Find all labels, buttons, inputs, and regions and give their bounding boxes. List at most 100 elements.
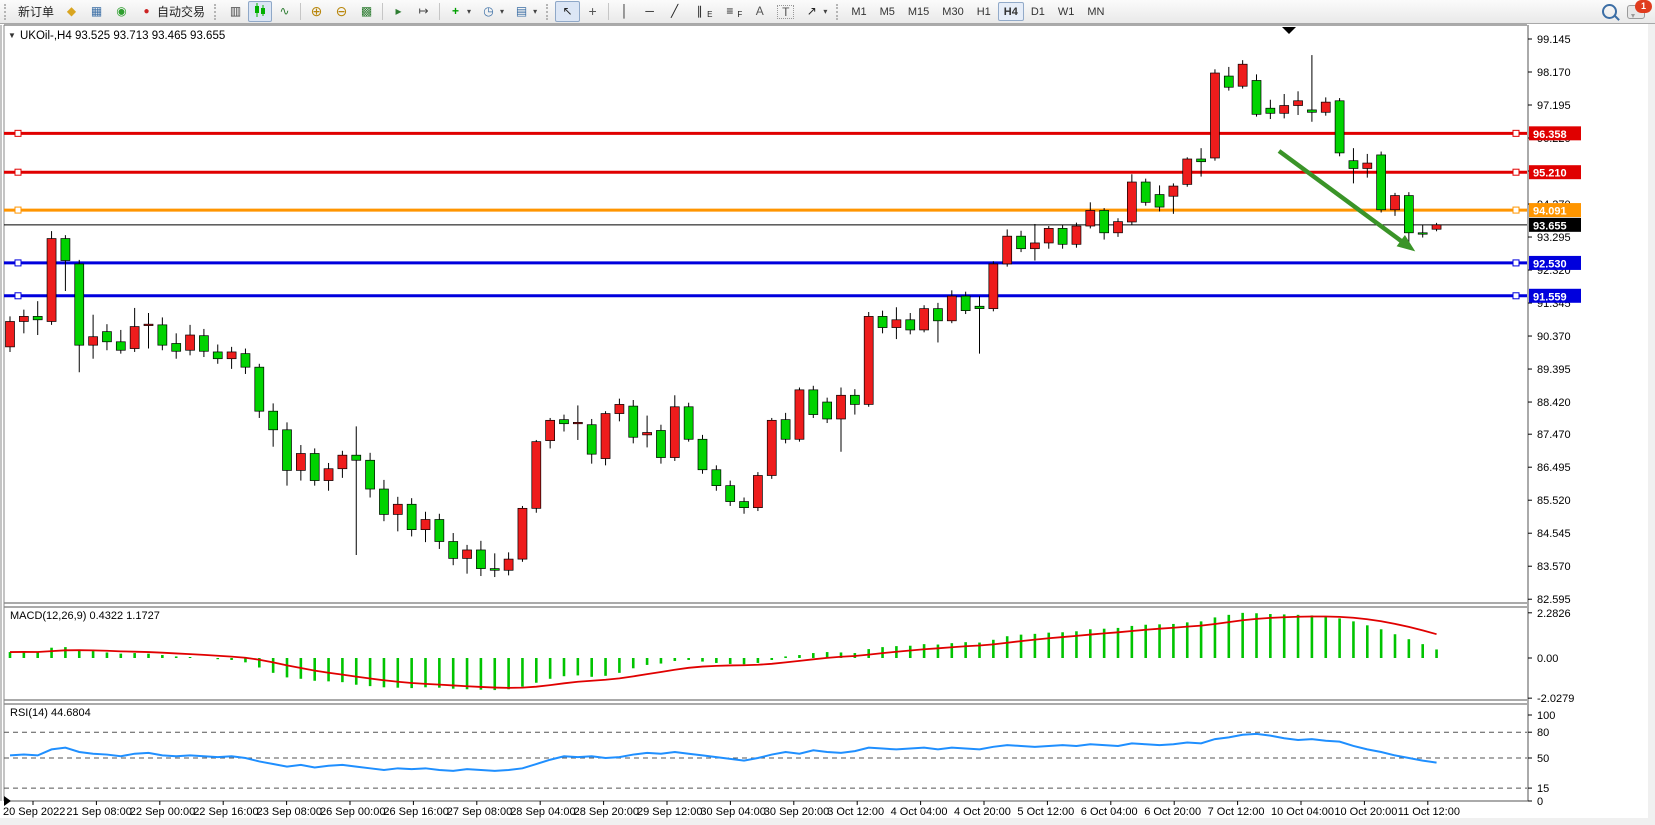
indicators-button[interactable]: + ▾	[443, 1, 476, 22]
hline-handle[interactable]	[14, 292, 22, 300]
trend-arrow-line[interactable]	[1277, 149, 1410, 248]
crosshair-tool-button[interactable]: +	[580, 1, 605, 22]
candle-body	[365, 459, 375, 490]
macd-signal-line	[9, 615, 1437, 689]
tile-windows-button[interactable]: ▩	[354, 1, 379, 22]
new-order-button[interactable]: 新订单	[18, 5, 55, 19]
hline-handle[interactable]	[1512, 168, 1520, 176]
cursor-tool-button[interactable]: ↖	[555, 1, 581, 22]
line-chart-type-button[interactable]: ∿	[272, 1, 297, 22]
candlestick-chart-type-button[interactable]	[248, 1, 273, 22]
timeframe-group: M1 M5 M15 M30 H1 H4 D1 W1 MN	[845, 2, 1110, 21]
rsi-axis-label: 15	[1537, 783, 1549, 795]
timeframe-m30-button[interactable]: M30	[942, 5, 964, 18]
hline-handle[interactable]	[14, 206, 22, 214]
candle-body	[974, 305, 985, 309]
auto-scroll-button[interactable]: ▸	[386, 1, 411, 22]
auto-trading-button[interactable]: ● 自动交易	[134, 1, 210, 22]
new-order-icon-button[interactable]: ◆	[59, 1, 84, 22]
time-tick-label: 22 Sep 16:00	[193, 806, 258, 818]
candle-body	[1043, 228, 1054, 244]
candle-body	[863, 316, 874, 405]
candle-body	[988, 263, 999, 309]
toolbar-grip[interactable]	[214, 3, 220, 20]
horizontal-line-tool-button[interactable]: ─	[637, 1, 662, 22]
trendline-tool-button[interactable]: ╱	[662, 1, 687, 22]
timeframe-h4-button[interactable]: H4	[997, 2, 1024, 21]
chart-shift-button[interactable]: ↦	[411, 1, 436, 22]
new-order-icon: ◆	[66, 4, 77, 18]
arrows-tool-button[interactable]: ↗ ▾	[799, 1, 832, 22]
hline-handle[interactable]	[14, 129, 22, 137]
timeframe-mn-button[interactable]: MN	[1087, 5, 1105, 18]
label-tool-button[interactable]: T	[772, 1, 799, 22]
time-tick-label: 10 Oct 20:00	[1334, 806, 1397, 818]
chevron-down-icon: ▾	[467, 7, 472, 16]
chevron-down-icon: ▾	[823, 7, 828, 16]
candle-body	[683, 406, 694, 440]
candle-body	[1223, 75, 1234, 88]
candle-body	[614, 404, 625, 414]
chart-canvas[interactable]: 99.14598.17097.19596.22095.24594.27093.2…	[0, 23, 1655, 825]
timeframe-d1-button[interactable]: D1	[1030, 5, 1045, 18]
price-badge-96.358	[1529, 126, 1581, 141]
periods-button[interactable]: ◷ ▾	[476, 1, 509, 22]
vertical-line-tool-button[interactable]: │	[612, 1, 637, 22]
candles	[5, 55, 1442, 578]
candle-body	[462, 549, 472, 559]
template-icon: ▤	[515, 4, 528, 18]
hline-handle[interactable]	[1512, 206, 1520, 214]
fibonacci-tool-button[interactable]: ≡ F	[717, 1, 747, 22]
trend-arrow-head[interactable]	[1396, 235, 1416, 252]
price-tick-label: 82.595	[1537, 594, 1571, 606]
bar-chart-type-button[interactable]: ▥	[223, 1, 248, 22]
templates-button[interactable]: ▤ ▾	[509, 1, 542, 22]
timeframe-w1-button[interactable]: W1	[1057, 5, 1075, 18]
candle-body	[1265, 107, 1276, 114]
label-tool-icon: T	[777, 4, 795, 19]
zoom-out-button[interactable]: ⊖	[329, 1, 354, 22]
text-tool-button[interactable]: A	[747, 1, 772, 22]
chart-collapse-icon[interactable]: ▼	[8, 31, 16, 40]
candle-body	[919, 308, 929, 331]
timeframe-m1-button[interactable]: M1	[851, 5, 867, 18]
search-icon[interactable]	[1602, 4, 1617, 19]
candle-body	[586, 424, 597, 455]
time-tick-label: 10 Oct 04:00	[1271, 806, 1334, 818]
channel-tool-button[interactable]: ∥ E	[687, 1, 717, 22]
chart-window-icon: ▦	[90, 4, 103, 18]
signals-button[interactable]: ◉	[109, 1, 134, 22]
hline-handle[interactable]	[1512, 129, 1520, 137]
candle-body	[960, 295, 971, 311]
timeframe-h1-button[interactable]: H1	[976, 5, 991, 18]
candle-body	[1376, 154, 1387, 211]
price-badge-label: 95.210	[1533, 168, 1567, 180]
hline-handle[interactable]	[1512, 292, 1520, 300]
macd-axis-label: 0.00	[1537, 653, 1558, 665]
candle-body	[102, 331, 112, 343]
price-axis[interactable]: 99.14598.17097.19596.22095.24594.27093.2…	[1528, 34, 1581, 606]
candle-body	[1071, 225, 1082, 245]
toolbar-grip[interactable]	[836, 3, 842, 20]
timeframe-m15-button[interactable]: M15	[907, 5, 930, 18]
hline-handle[interactable]	[14, 259, 22, 267]
candle-body	[711, 469, 722, 487]
chart-window-button[interactable]: ▦	[84, 1, 109, 22]
hline-handle[interactable]	[14, 168, 22, 176]
price-badge-label: 91.559	[1533, 291, 1567, 303]
candle-body	[240, 353, 251, 368]
hline-handle[interactable]	[1512, 259, 1520, 267]
vline-icon: │	[620, 4, 629, 18]
notifications-icon[interactable]: 1	[1627, 0, 1652, 19]
rsi-axis-label: 80	[1537, 727, 1549, 739]
timeframe-m5-button[interactable]: M5	[879, 5, 895, 18]
zoom-in-button[interactable]: ⊕	[304, 1, 329, 22]
candle-body	[725, 485, 736, 502]
price-tick-label: 83.570	[1537, 561, 1571, 573]
toolbar-grip[interactable]	[546, 3, 552, 20]
candle-body	[642, 432, 652, 436]
candle-body	[1168, 185, 1179, 197]
toolbar-grip[interactable]	[4, 3, 10, 20]
